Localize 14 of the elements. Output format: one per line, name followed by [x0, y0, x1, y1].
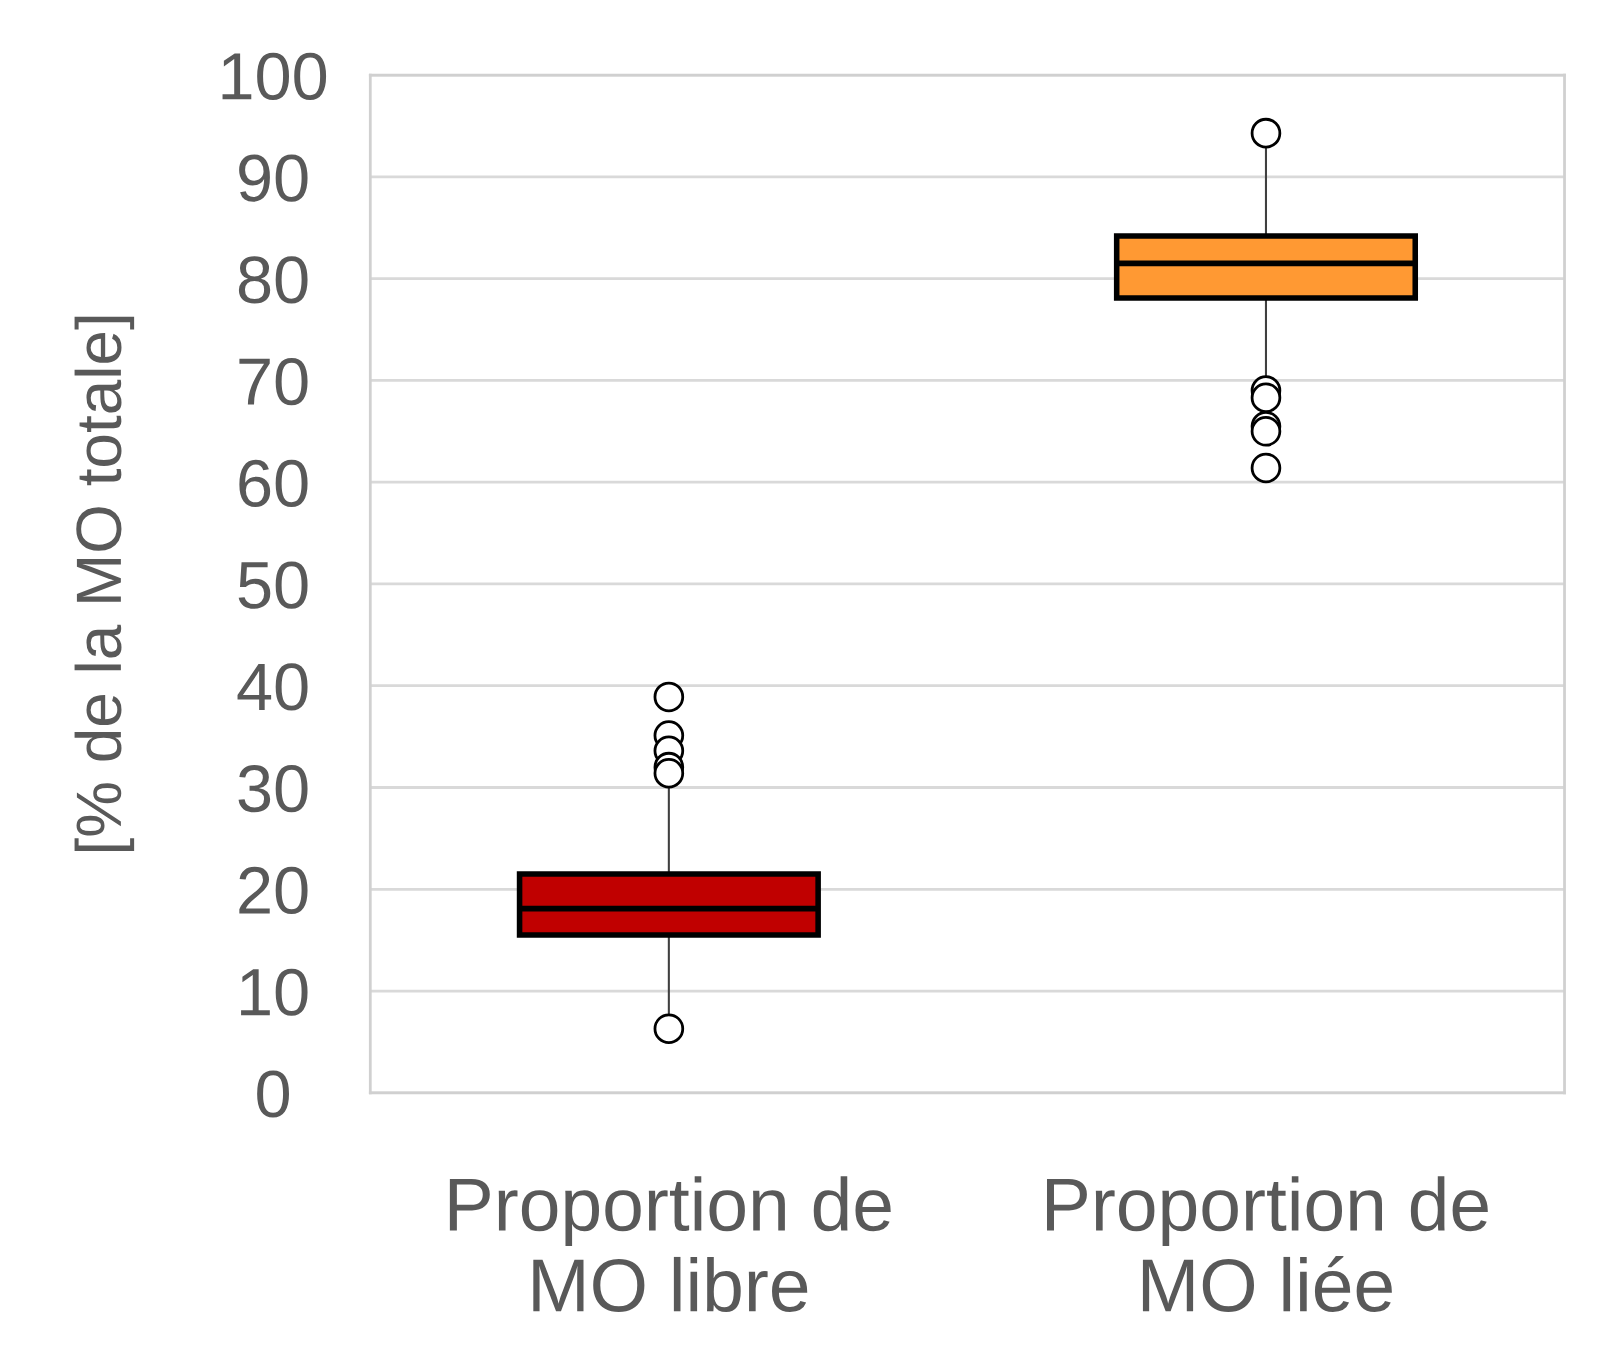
y-tick-label: 90	[239, 154, 308, 202]
y-tick-label: 60	[239, 459, 308, 508]
y-tick-label: 80	[238, 256, 308, 304]
x-tick-label: Proportion de MO libre	[449, 1176, 891, 1313]
y-axis-title: [% de la MO totale]	[74, 316, 135, 852]
y-tick-label: 50	[238, 561, 308, 609]
y-tick-label: 10	[241, 968, 308, 1016]
y-tick-label: 0	[257, 1070, 289, 1118]
y-tick-label: 70	[239, 358, 308, 406]
x-tick-label: Proportion de MO liée	[1046, 1176, 1488, 1313]
y-tick-label: 40	[237, 663, 308, 711]
y-tick-label: 100	[222, 52, 327, 100]
y-tick-label: 20	[239, 866, 308, 915]
y-tick-label: 30	[238, 765, 308, 813]
